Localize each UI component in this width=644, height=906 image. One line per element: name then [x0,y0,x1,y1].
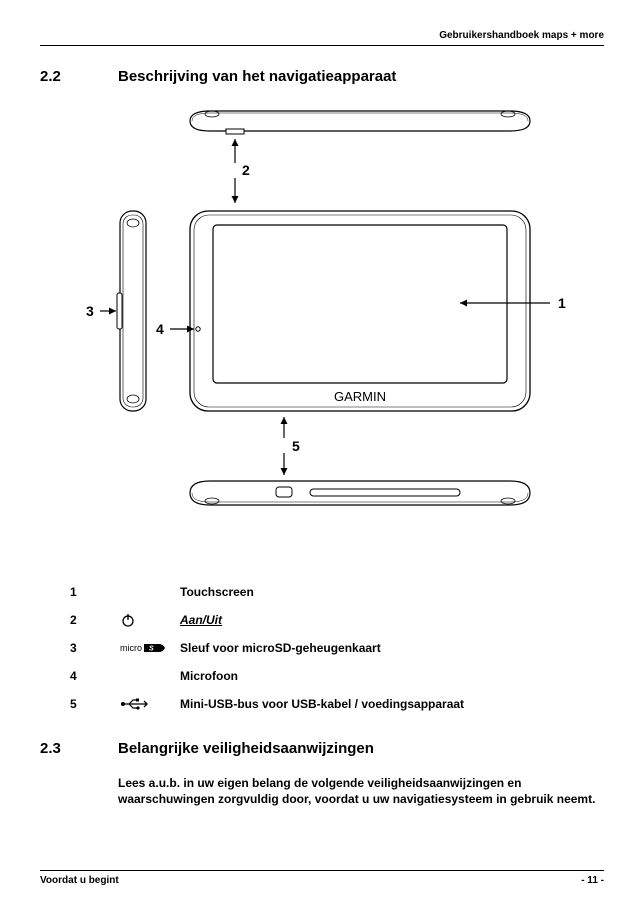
device-side-view [117,211,146,411]
microsd-icon: micro S [120,642,180,654]
section-2-2-title: Beschrijving van het navigatieapparaat [118,68,396,85]
legend-row-1: 1 Touchscreen [70,578,604,606]
legend-row-2: 2 Aan/Uit [70,606,604,634]
legend-text-3: Sleuf voor microSD-geheugenkaart [180,641,381,655]
diagram-label-4: 4 [156,321,164,337]
legend-row-3: 3 micro S Sleuf voor microSD-geheugenkaa… [70,634,604,662]
legend-text-1: Touchscreen [180,585,254,599]
legend-num-3: 3 [70,641,120,655]
device-diagram: 2 3 GARMIN 4 1 5 [40,103,604,548]
section-2-2-num: 2.2 [40,68,118,85]
legend-row-4: 4 Microfoon [70,662,604,690]
legend-row-5: 5 Mini-USB-bus voor USB-kabel / voedings… [70,690,604,718]
legend-num-1: 1 [70,585,120,599]
svg-text:S: S [149,646,154,653]
section-2-2-heading: 2.2 Beschrijving van het navigatieappara… [40,68,604,85]
diagram-label-1: 1 [558,295,566,311]
section-2-3-num: 2.3 [40,740,118,757]
legend-num-4: 4 [70,669,120,683]
legend-num-2: 2 [70,613,120,627]
brand-label: GARMIN [334,389,386,404]
legend-text-4: Microfoon [180,669,238,683]
page-footer: Voordat u begint - 11 - [40,870,604,886]
diagram-label-2: 2 [242,162,250,178]
legend-text-5: Mini-USB-bus voor USB-kabel / voedingsap… [180,697,464,711]
section-2-3-heading: 2.3 Belangrijke veiligheidsaanwijzingen [40,740,604,757]
usb-icon [120,697,180,711]
legend-num-5: 5 [70,697,120,711]
section-2-3-para: Lees a.u.b. in uw eigen belang de volgen… [118,775,604,807]
header-right: Gebruikershandboek maps + more [40,30,604,46]
device-bottom-view [190,481,530,505]
power-icon [120,612,180,628]
diagram-label-3: 3 [86,303,94,319]
legend-text-2: Aan/Uit [180,613,222,627]
legend-table: 1 Touchscreen 2 Aan/Uit 3 micro S Sleuf … [70,578,604,718]
device-top-view [190,111,530,134]
diagram-label-5: 5 [292,438,300,454]
footer-right: - 11 - [581,875,604,886]
section-2-3-title: Belangrijke veiligheidsaanwijzingen [118,740,374,757]
device-front-view: GARMIN [190,211,530,411]
footer-left: Voordat u begint [40,875,119,886]
